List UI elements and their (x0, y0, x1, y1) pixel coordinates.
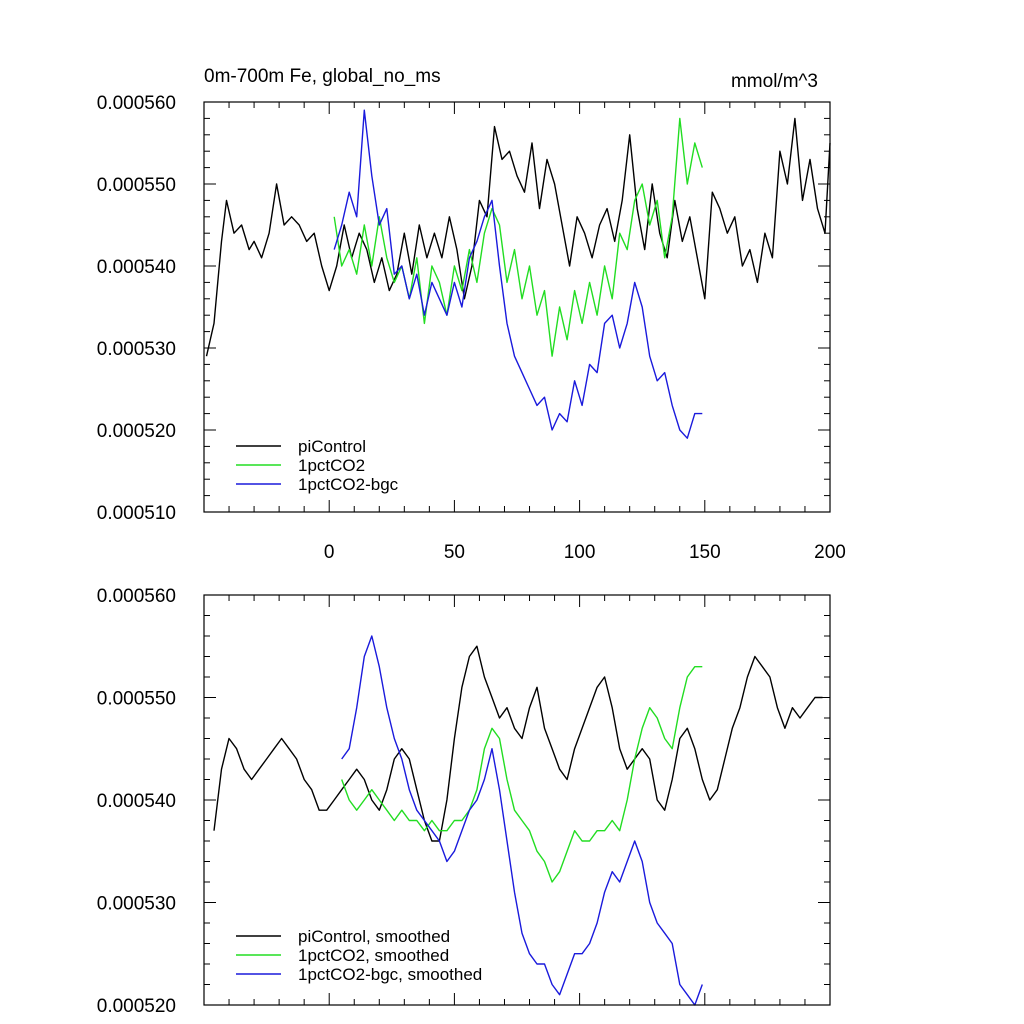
y-tick-label: 0.000540 (97, 257, 176, 278)
legend-label-1pctco2: 1pctCO2 (298, 456, 365, 475)
top-x-tick-labels: 0 50 100 150 200 (324, 542, 846, 563)
y-tick-label: 0.000550 (97, 689, 176, 710)
y-tick-label: 0.000560 (97, 586, 176, 607)
y-tick-label: 0.000560 (97, 93, 176, 114)
y-tick-label: 0.000530 (97, 894, 176, 915)
series-line-1pctco2 (333, 117, 703, 357)
bottom-panel-smoothed: 0.000520 0.000530 0.000540 0.000550 0.000560… (97, 586, 831, 1017)
legend-label-1pctco2-bgc: 1pctCO2-bgc (298, 475, 399, 494)
legend-label-picontrol-smoothed: piControl, smoothed (298, 927, 450, 946)
bottom-y-tick-labels: 0.000520 0.000530 0.000540 0.000550 0.000560 (97, 586, 176, 1017)
x-tick-label: 150 (689, 542, 721, 563)
y-tick-label: 0.000530 (97, 339, 176, 360)
top-plot-frame (203, 101, 831, 513)
x-tick-label: 200 (814, 542, 846, 563)
legend-label-1pctco2-bgc-smoothed: 1pctCO2-bgc, smoothed (298, 965, 482, 984)
bottom-axis-ticks (204, 594, 831, 1006)
y-tick-label: 0.000540 (97, 791, 176, 812)
y-tick-label: 0.000520 (97, 421, 176, 442)
top-y-tick-labels: 0.000510 0.000520 0.000530 0.000540 0.000550… (97, 93, 176, 524)
top-series-lines (205, 109, 831, 439)
bottom-plot-frame (203, 594, 831, 1006)
x-tick-label: 50 (444, 542, 465, 563)
x-tick-label: 0 (324, 542, 335, 563)
legend-label-1pctco2-smoothed: 1pctCO2, smoothed (298, 946, 449, 965)
series-line-1pctco2-bgc (333, 109, 703, 439)
y-tick-label: 0.000550 (97, 175, 176, 196)
series-line-1pctco2-smoothed (341, 666, 703, 883)
y-tick-label: 0.000520 (97, 996, 176, 1017)
units-label: mmol/m^3 (731, 71, 818, 92)
series-line-1pctco2-bgc-smoothed (341, 635, 703, 1006)
top-panel-raw: 0m-700m Fe, global_no_ms mmol/m^3 0.0005… (97, 66, 846, 563)
series-line-picontrol-smoothed (213, 645, 823, 842)
chart-title: 0m-700m Fe, global_no_ms (204, 66, 441, 87)
x-tick-label: 100 (564, 542, 596, 563)
series-line-picontrol (205, 117, 831, 357)
legend-label-picontrol: piControl (298, 437, 366, 456)
top-axis-ticks (204, 101, 831, 513)
bottom-series-lines (213, 635, 823, 1006)
y-tick-label: 0.000510 (97, 503, 176, 524)
